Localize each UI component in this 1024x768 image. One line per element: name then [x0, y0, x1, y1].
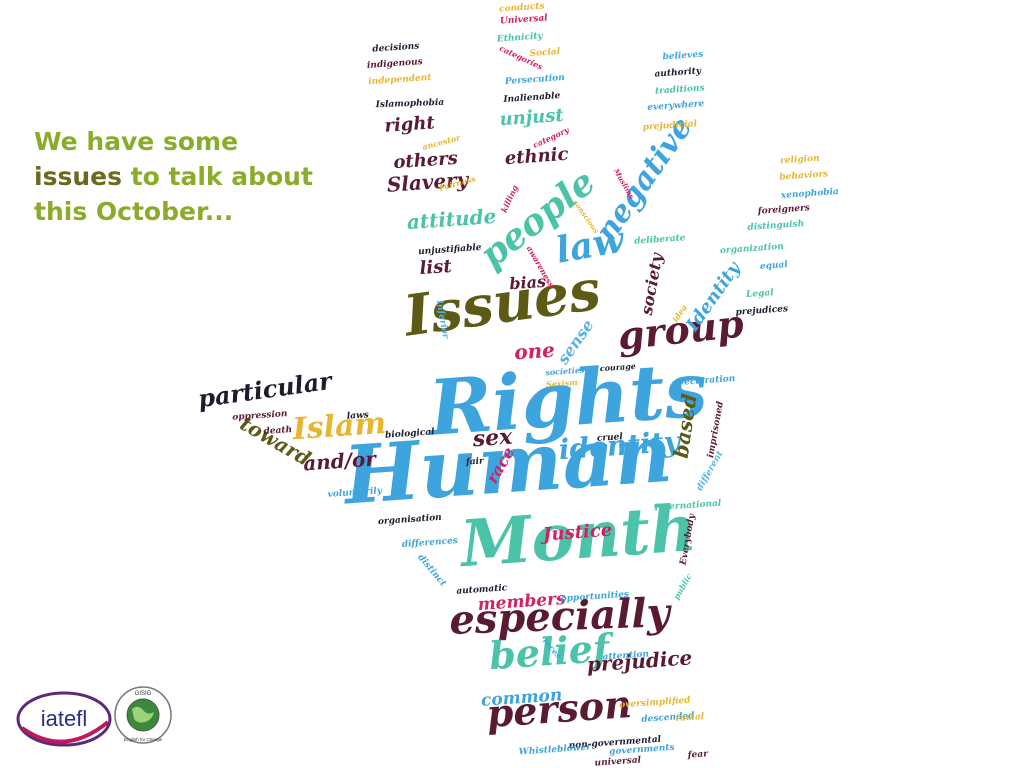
cloud-word-rights: Rights [424, 344, 710, 452]
headline-line-3: this October... [34, 197, 234, 226]
cloud-word-list: list [419, 256, 453, 279]
cloud-word-xenophobia: xenophobia [780, 187, 840, 201]
cloud-word-voluntarily: voluntarily [327, 486, 383, 500]
cloud-word-and-or: and/or [302, 446, 378, 475]
cloud-word-distinguish: distinguish [747, 219, 804, 233]
headline-line-1: We have some [34, 127, 239, 156]
cloud-word-inalienable: Inalienable [502, 91, 561, 105]
cloud-word-fair: fair [465, 456, 486, 467]
iatefl-logo: iatefl [16, 691, 112, 747]
cloud-word-prejudicial: prejudicial [642, 119, 698, 133]
cloud-word-automatic: automatic [456, 583, 508, 597]
cloud-word-fear: fear [686, 749, 709, 761]
cloud-word-islamophobia: Islamophobia [375, 98, 445, 110]
cloud-word-decisions: decisions [372, 41, 420, 54]
cloud-word-organization: organization [720, 242, 784, 256]
cloud-word-religion: religion [780, 154, 820, 167]
cloud-word-equal: equal [760, 260, 789, 272]
cloud-word-social: Social [529, 47, 561, 59]
cloud-word-universal: universal [594, 755, 642, 768]
cloud-word-unjust: unjust [499, 105, 565, 130]
cloud-word-behaviors: behaviors [779, 169, 828, 182]
cloud-word-others: others [393, 148, 459, 173]
cloud-word-racial: racial [675, 712, 705, 724]
cloud-word-right: right [384, 112, 436, 137]
cloud-word-traditions: traditions [655, 83, 705, 96]
cloud-word-conducts: conducts [499, 1, 545, 14]
cloud-word-death: death [263, 425, 292, 437]
cloud-word-universal: Universal [500, 13, 549, 26]
cloud-word-deliberate: deliberate [634, 233, 686, 247]
cloud-word-belief: belief [488, 625, 617, 679]
cloud-word-cruel: cruel [597, 432, 624, 444]
cloud-word-public: public [671, 572, 694, 601]
cloud-word-opportunities: opportunities [560, 590, 629, 605]
cloud-word-month: Month [456, 491, 699, 582]
cloud-word-declaration: Declaration [675, 374, 736, 388]
cloud-word-international: International [653, 499, 722, 514]
cloud-word-ethnicity: Ethnicity [496, 31, 544, 44]
cloud-word-oppression: oppression [232, 409, 288, 423]
cloud-word-persecution: Persecution [504, 73, 565, 87]
cloud-word-legal: Legal [745, 288, 775, 300]
cloud-word-biological: biological [385, 427, 436, 440]
cloud-word-one: one [513, 338, 555, 365]
cloud-word-organisation: organisation [378, 513, 442, 527]
cloud-word-believes: believes [662, 50, 703, 63]
cloud-word-islam: Islam [290, 406, 387, 448]
cloud-word-descended: descended [641, 711, 695, 725]
cloud-word-justice: Justice [539, 520, 613, 546]
cloud-word-everywhere: everywhere [647, 99, 705, 113]
cloud-word-governments: governments [609, 743, 675, 758]
cloud-word-differences: differences [401, 536, 458, 550]
gisig-logo-tagline: English for Change [124, 737, 163, 742]
cloud-word-distinct: distinct [415, 553, 448, 590]
gisig-logo: GISIG English for Change [114, 686, 172, 744]
cloud-word-slavery: Slavery [386, 167, 470, 197]
cloud-word-sex: sex [471, 424, 514, 453]
cloud-word-societies: societies [545, 365, 585, 378]
cloud-word-whistleblower: Whistleblower [518, 742, 592, 757]
cloud-word-ethnic: ethnic [504, 144, 569, 169]
cloud-word-particular: particular [196, 366, 336, 414]
cloud-word-attention: attention [602, 649, 649, 662]
cloud-word-foreigners: foreigners [757, 203, 811, 217]
cloud-word-bias: bias [509, 272, 547, 294]
iatefl-logo-text: iatefl [41, 706, 87, 731]
cloud-word-authority: authority [654, 66, 702, 79]
cloud-word-especially: especially [449, 589, 674, 644]
headline-issues-word: issues [34, 162, 122, 191]
cloud-word-laws: laws [346, 410, 369, 422]
cloud-word-courage: courage [599, 361, 636, 373]
headline-line-2: issues to talk about [34, 159, 334, 194]
headline-line-2-rest: to talk about [130, 162, 313, 191]
cloud-word-prejudices: prejudices [735, 304, 788, 318]
cloud-word-human: Human [339, 406, 675, 523]
gisig-logo-text: GISIG [135, 691, 152, 697]
cloud-word-indigenous: indigenous [367, 57, 423, 71]
cloud-word-unjustifiable: unjustifiable [418, 243, 482, 257]
cloud-word-person: person [485, 681, 633, 736]
cloud-word-independent: independent [368, 73, 433, 87]
cloud-word-sexism: Sexism [546, 377, 578, 389]
headline: We have some issues to talk about this O… [34, 124, 334, 229]
cloud-word-society: society [637, 250, 667, 317]
cloud-word-attitude: attitude [406, 204, 497, 234]
